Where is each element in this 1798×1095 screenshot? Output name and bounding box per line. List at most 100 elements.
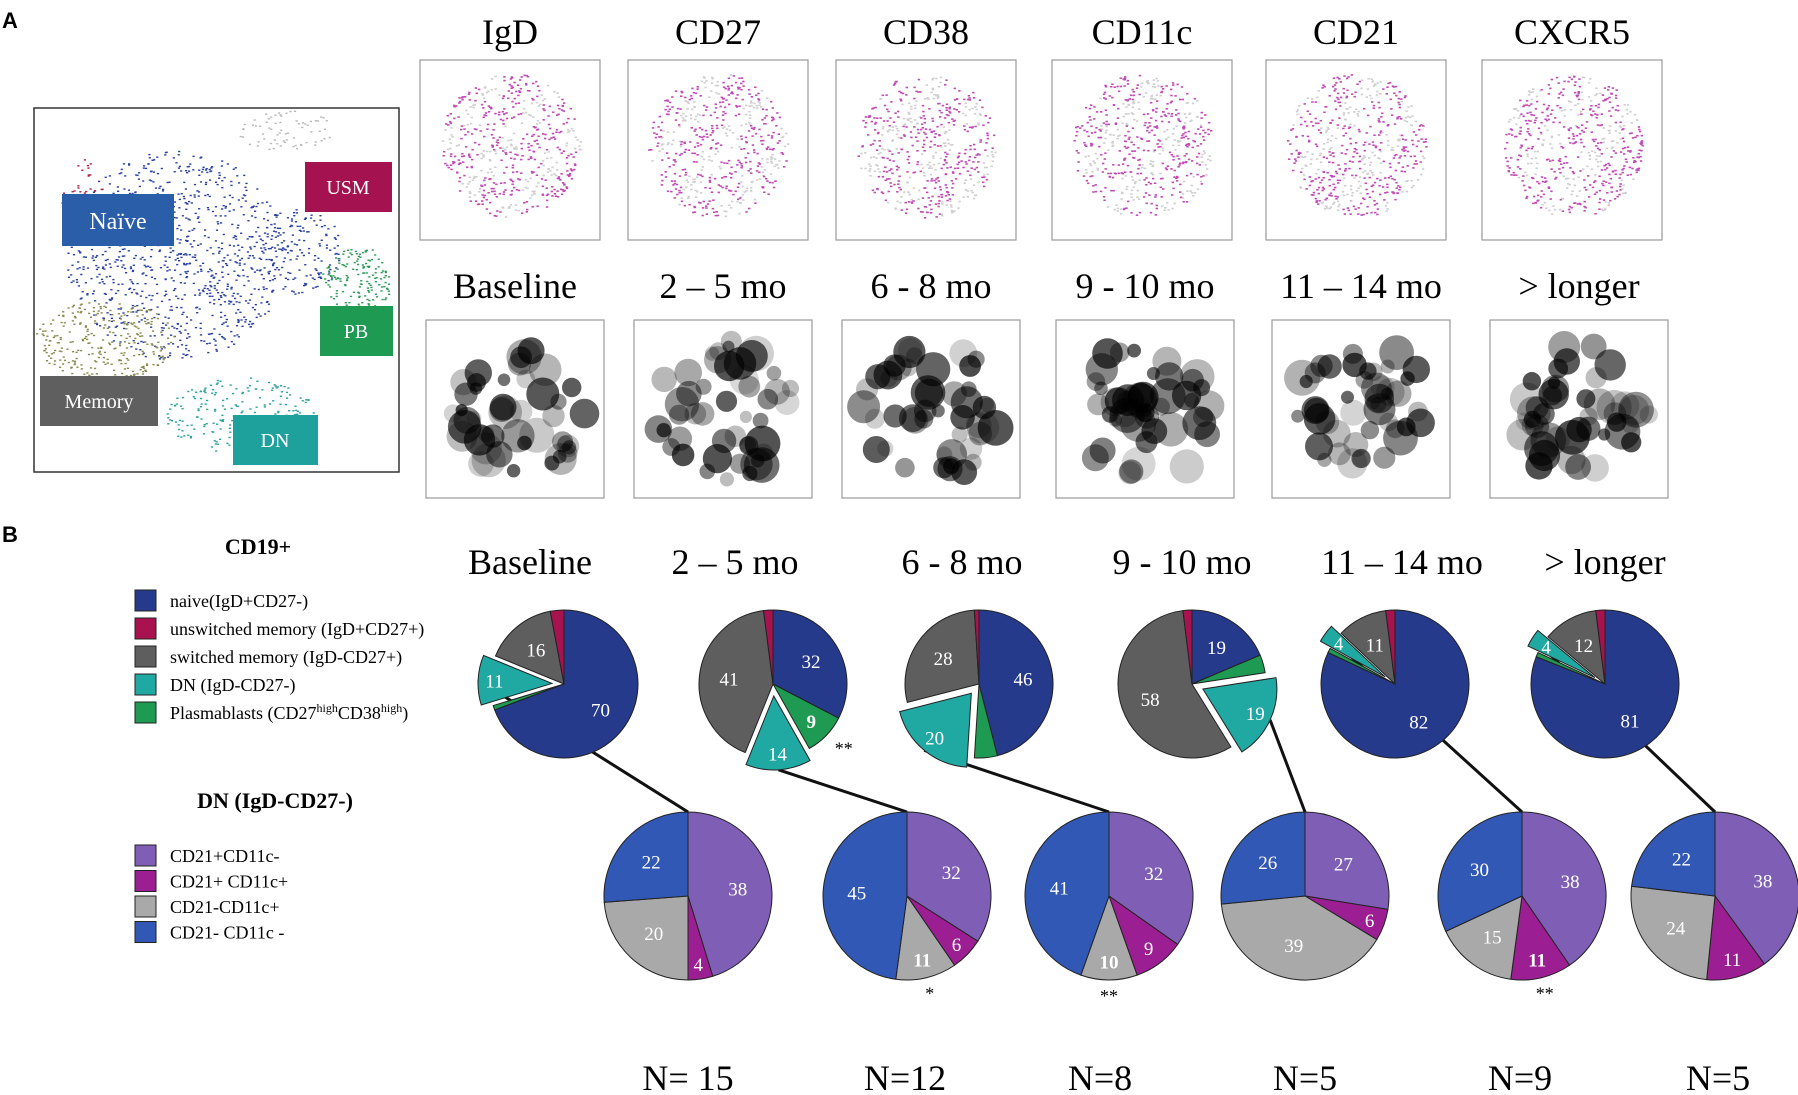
dn-slice-cd21p_cd11cn — [687, 811, 773, 977]
n-label: N= 15 — [642, 1058, 733, 1095]
significance-mark: * — [925, 983, 934, 1003]
cd19-slice-pb — [771, 682, 840, 750]
legend-item-dn: DN (IgD-CD27-) — [134, 673, 295, 696]
legend-item-switched: switched memory (IgD-CD27+) — [134, 645, 402, 668]
dn-slice-cd21p_cd11cn — [1521, 811, 1607, 966]
cd19-slice-pb — [1535, 651, 1606, 685]
legend-cd19: naive(IgD+CD27-) unswitched memory (IgD+C… — [134, 589, 424, 724]
dn-slice-cd21n_cd11cn — [1024, 811, 1110, 976]
svg-text:DN: DN — [261, 430, 290, 452]
density-title: 11 – 14 mo — [1280, 266, 1442, 306]
dn-value-label: 20 — [644, 924, 663, 945]
dn-value-label: 39 — [1284, 936, 1303, 957]
dn-value-label: 32 — [942, 863, 961, 884]
cd19-value-label: 82 — [1409, 713, 1428, 734]
marker-map-cd21: CD21 — [1265, 12, 1447, 241]
density-map-2: 2 – 5 mo — [633, 266, 813, 499]
dn-slice-cd21n_cd11cp — [1220, 895, 1378, 981]
dn-value-label: 22 — [642, 853, 661, 874]
tsne-label-pb: PB — [320, 306, 393, 356]
cd19-value-label: 46 — [1014, 669, 1033, 690]
dn-slice-cd21n_cd11cp — [1630, 885, 1716, 981]
dn-value-label: 26 — [1258, 853, 1277, 874]
timepoint-title: Baseline — [468, 542, 592, 582]
cd19-slice-naive — [1191, 609, 1261, 685]
dn-pie-6: 38 11 24 22 — [1630, 811, 1798, 981]
cd19-slice-unswitched — [973, 609, 980, 685]
dn-connector — [778, 768, 908, 814]
density-map-6: > longer — [1489, 266, 1669, 499]
dn-slice-cd21p_cd11cn — [1304, 811, 1390, 910]
significance-mark: ** — [1536, 983, 1554, 1003]
tsne-label-memory: Memory — [40, 376, 158, 426]
cd19-value-label: 28 — [934, 649, 953, 670]
dn-slice-cd21n_cd11cp — [895, 894, 956, 981]
legend-item-cd21p_cd11cp: CD21+ CD11c+ — [134, 870, 288, 892]
dn-slice-cd21p_cd11cn — [1714, 811, 1798, 965]
tsne-label-usm: USM — [305, 162, 392, 212]
cd19-slice-unswitched — [762, 609, 774, 685]
cd19-slice-naive — [978, 609, 1054, 757]
marker-map-igd: IgD — [419, 12, 601, 241]
cd19-slice-switched — [698, 610, 774, 754]
dn-value-label: 6 — [1365, 911, 1375, 932]
dn-value-label: 32 — [1144, 864, 1163, 885]
cd19-value-label: 70 — [591, 700, 610, 721]
legend-item-cd21p_cd11cn: CD21+CD11c- — [134, 844, 279, 867]
dn-value-label: 4 — [694, 955, 704, 976]
cd19-slice-switched — [1117, 610, 1232, 759]
cd19-value-label: 81 — [1621, 712, 1640, 733]
svg-text:Naïve: Naïve — [89, 209, 146, 235]
svg-text:Memory: Memory — [65, 391, 134, 413]
cd19-slice-switched — [494, 610, 565, 685]
timepoint-title: 11 – 14 mo — [1321, 542, 1483, 582]
legend-item-unswitched: unswitched memory (IgD+CD27+) — [134, 617, 424, 640]
density-title: 2 – 5 mo — [659, 266, 786, 306]
cd19-slice-dn — [1527, 629, 1596, 679]
dn-slice-cd21n_cd11cn — [1631, 811, 1716, 897]
cd19-slice-unswitched — [1182, 609, 1193, 685]
dn-pie-3: 32 9 10 ** 41 — [1024, 811, 1194, 1006]
cd19-value-label: 16 — [526, 641, 545, 662]
cd19-value-label: 58 — [1141, 690, 1160, 711]
dn-value-label: 27 — [1334, 854, 1353, 875]
cd19-slice-naive — [772, 609, 848, 719]
svg-text:USM: USM — [326, 177, 370, 199]
dn-value-label: 22 — [1672, 849, 1691, 870]
legend-item-cd21n_cd11cn: CD21- CD11c - — [134, 921, 284, 943]
n-label: N=5 — [1686, 1058, 1750, 1095]
marker-map-cxcr5: CXCR5 — [1481, 12, 1663, 241]
cd19-pie-3: 46 28 20 — [899, 609, 1054, 768]
legend-title-dn: DN (IgD-CD27-) — [197, 788, 353, 813]
timepoint-title: 6 - 8 mo — [902, 542, 1023, 582]
density-title: Baseline — [453, 266, 577, 306]
density-map-3: 6 - 8 mo — [841, 266, 1021, 499]
significance-mark: ** — [1100, 986, 1118, 1006]
marker-title: IgD — [482, 12, 538, 52]
density-map-4: 9 - 10 mo — [1055, 266, 1235, 499]
dn-value-label: 41 — [1050, 878, 1069, 899]
marker-map-cd11c: CD11c — [1051, 12, 1233, 241]
dn-pie-1: 38 4 20 22 — [603, 811, 773, 981]
cd19-slice-unswitched — [549, 609, 565, 685]
n-label: N=5 — [1273, 1058, 1337, 1095]
dn-value-label: 9 — [1144, 939, 1154, 960]
dn-slice-cd21n_cd11cn — [822, 811, 908, 980]
marker-title: CD27 — [675, 12, 761, 52]
cd19-value-label: 4 — [1334, 634, 1344, 655]
cd19-slice-dn — [1202, 677, 1278, 753]
marker-title: CD38 — [883, 12, 969, 52]
cd19-slice-switched — [904, 609, 980, 704]
svg-text:PB: PB — [344, 321, 368, 343]
n-label: N=12 — [864, 1058, 946, 1095]
cd19-slice-dn — [477, 654, 554, 706]
dn-value-label: 15 — [1483, 928, 1502, 949]
dn-value-label: 6 — [952, 935, 962, 956]
timepoint-title: 2 – 5 mo — [671, 542, 798, 582]
cd19-value-label: 19 — [1207, 638, 1226, 659]
dn-value-label: 11 — [1528, 951, 1546, 972]
cd19-pie-6: 81 12 4 — [1527, 609, 1680, 759]
density-title: 9 - 10 mo — [1076, 266, 1215, 306]
cd19-slice-pb — [492, 683, 565, 711]
